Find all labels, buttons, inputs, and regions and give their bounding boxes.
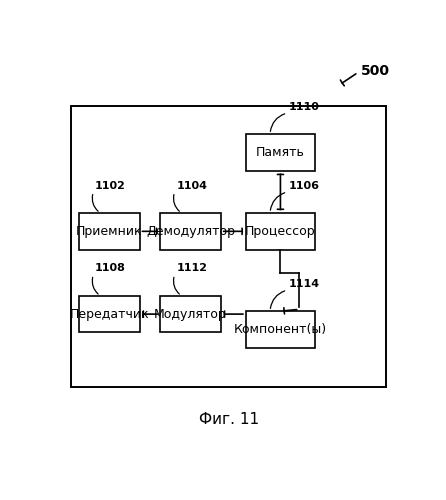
Bar: [79, 296, 140, 333]
Text: Процессор: Процессор: [245, 225, 316, 238]
Text: Модулятор: Модулятор: [154, 308, 227, 320]
Bar: [246, 311, 315, 348]
Text: 500: 500: [361, 64, 390, 78]
Text: 1106: 1106: [289, 180, 320, 190]
Text: 1102: 1102: [95, 180, 126, 190]
Text: Память: Память: [256, 146, 305, 159]
Text: Передатчик: Передатчик: [70, 308, 149, 320]
Text: Демодулятор: Демодулятор: [146, 225, 235, 238]
Bar: [246, 134, 315, 170]
Text: 1110: 1110: [289, 102, 320, 112]
Text: 1114: 1114: [289, 279, 320, 289]
Bar: [71, 106, 386, 387]
Text: Приемник: Приемник: [76, 225, 143, 238]
Text: Фиг. 11: Фиг. 11: [198, 412, 259, 428]
Text: 1112: 1112: [176, 264, 207, 274]
Text: 1108: 1108: [95, 264, 126, 274]
Bar: [160, 296, 221, 333]
Bar: [79, 213, 140, 250]
Text: 1104: 1104: [176, 180, 207, 190]
Text: Компонент(ы): Компонент(ы): [234, 323, 327, 336]
Bar: [160, 213, 221, 250]
Bar: [246, 213, 315, 250]
